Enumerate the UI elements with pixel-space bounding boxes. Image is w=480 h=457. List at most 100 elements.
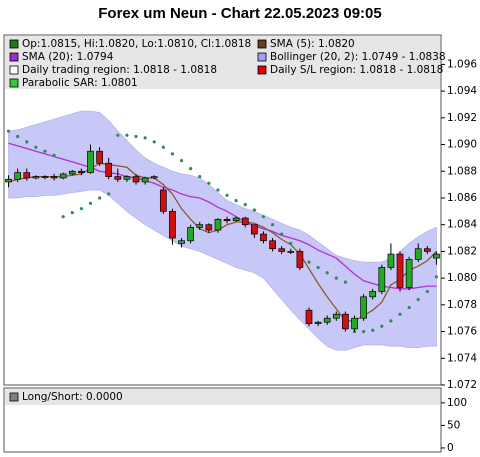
legend-swatch: [257, 39, 267, 49]
sar-dot: [70, 211, 74, 215]
sar-dot: [152, 140, 156, 144]
candle-body: [360, 296, 367, 319]
candle-body: [305, 309, 313, 324]
sar-dot: [234, 199, 238, 203]
sar-dot: [434, 275, 439, 279]
candle-body: [323, 317, 331, 323]
sar-dot: [398, 312, 402, 316]
candle-body: [187, 227, 194, 242]
sar-dot: [143, 136, 147, 140]
candle-body: [59, 173, 67, 179]
sar-dot: [79, 207, 83, 211]
candle-body: [287, 251, 295, 253]
sar-dot: [125, 133, 129, 137]
bollinger-band: [8, 110, 437, 351]
candle-body: [123, 176, 131, 180]
legend-swatch: [9, 65, 19, 75]
candle-body: [414, 248, 422, 260]
sar-dot: [252, 208, 256, 212]
legend-label: SMA (20): 1.0794: [22, 51, 114, 63]
legend-swatch: [9, 39, 19, 49]
candle-body: [105, 162, 113, 177]
candle-body: [96, 150, 103, 164]
candle-body: [296, 251, 304, 268]
candle-body: [351, 317, 358, 330]
candle-body: [150, 176, 158, 179]
legend-swatch: [9, 52, 19, 62]
sar-dot: [389, 319, 393, 323]
sar-dot: [343, 280, 348, 284]
candle-body: [387, 253, 395, 268]
candle-body: [269, 240, 276, 250]
y-tick-label: 1.076: [447, 326, 477, 338]
candle-body: [5, 178, 12, 183]
y-tick-label: 50: [447, 419, 460, 431]
candle-body: [32, 176, 40, 179]
sar-dot: [261, 215, 266, 219]
y-tick-label: 1.082: [447, 245, 477, 257]
legend-label: Daily S/L region: 1.0818 - 1.0818: [270, 64, 443, 76]
sar-dot: [380, 324, 384, 328]
sar-dot: [280, 232, 284, 236]
legend-swatch: [9, 392, 19, 402]
sar-dot: [88, 201, 93, 205]
sar-dot: [52, 153, 56, 157]
sar-dot: [307, 260, 311, 264]
candle-body: [260, 233, 267, 242]
legend-swatch: [9, 78, 19, 88]
candle-body: [405, 259, 413, 288]
chart-title: Forex um Neun - Chart 22.05.2023 09:05: [98, 5, 381, 22]
sar-dot: [243, 203, 247, 207]
legend-label: Bollinger (20, 2): 1.0749 - 1.0838: [270, 51, 446, 63]
candle-body: [378, 267, 386, 292]
candle-body: [178, 240, 185, 244]
y-tick-label: 1.084: [447, 219, 477, 231]
sar-dot: [43, 149, 47, 153]
y-tick-label: 1.088: [447, 165, 477, 177]
y-tick-label: 1.090: [447, 139, 477, 151]
candle-body: [241, 217, 249, 226]
sar-dot: [107, 192, 111, 196]
candle-body: [314, 321, 322, 324]
sar-dot: [134, 134, 138, 139]
sar-dot: [116, 133, 120, 137]
sar-dot: [407, 305, 411, 310]
sar-dot: [189, 166, 193, 171]
y-tick-label: 1.092: [447, 112, 477, 124]
candle-body: [132, 176, 140, 183]
candle-body: [396, 253, 404, 288]
legend-label: Daily trading region: 1.0818 - 1.0818: [22, 64, 217, 76]
sar-dot: [225, 193, 229, 197]
sar-dot: [216, 188, 220, 192]
candle-body: [14, 172, 22, 180]
candle-body: [251, 224, 258, 235]
sar-dot: [25, 140, 29, 144]
candle-body: [342, 313, 349, 330]
candle-body: [232, 217, 240, 222]
legend-swatch: [257, 65, 267, 75]
y-tick-label: 1.078: [447, 299, 477, 311]
sar-dot: [6, 129, 11, 133]
sar-dot: [161, 145, 165, 149]
sar-dot: [371, 328, 375, 332]
y-tick-label: 1.080: [447, 272, 477, 284]
legend-background: [5, 36, 440, 89]
legend-label: Op:1.0815, Hi:1.0820, Lo:1.0810, Cl:1.08…: [22, 38, 251, 50]
y-tick-label: 1.094: [447, 85, 477, 97]
candle-body: [141, 177, 149, 183]
legend-label: SMA (5): 1.0820: [270, 38, 355, 50]
candle-body: [87, 150, 94, 173]
y-tick-label: 1.086: [447, 192, 477, 204]
y-tick-label: 0: [447, 442, 454, 454]
sar-dot: [270, 223, 275, 227]
sar-dot: [16, 134, 20, 139]
sar-dot: [416, 297, 420, 302]
candle-body: [169, 210, 176, 239]
sar-dot: [207, 181, 211, 185]
candle-body: [50, 176, 58, 179]
candle-body: [41, 176, 49, 178]
sar-dot: [425, 289, 429, 294]
legend-label: Parabolic SAR: 1.0801: [22, 77, 138, 89]
candle-body: [423, 248, 431, 252]
legend-background: [5, 389, 440, 405]
